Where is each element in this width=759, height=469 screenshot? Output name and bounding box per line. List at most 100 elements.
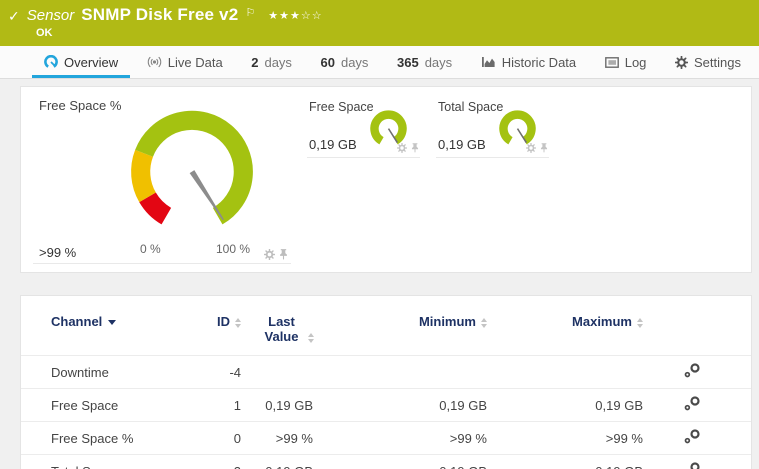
tile-pin-icon[interactable] bbox=[540, 142, 548, 154]
sensor-status-banner: ✓ Sensor SNMP Disk Free v2 ⚐ ★★★☆☆ OK bbox=[0, 0, 759, 46]
tile-gear-icon[interactable] bbox=[264, 249, 275, 260]
channel-minimum: 0,19 GB bbox=[319, 388, 487, 422]
tile-pin-icon[interactable] bbox=[279, 248, 288, 261]
channel-settings-icon[interactable] bbox=[684, 429, 701, 444]
total-space-tile: Total Space 0,19 GB bbox=[436, 98, 549, 158]
tab-60-days[interactable]: 60 days bbox=[315, 46, 375, 78]
channel-maximum: 0,19 GB bbox=[487, 454, 643, 469]
column-minimum[interactable]: Minimum bbox=[319, 300, 487, 356]
column-minimum-label: Minimum bbox=[418, 314, 476, 329]
table-row: Total Space 2 0,19 GB 0,19 GB 0,19 GB bbox=[21, 454, 751, 469]
channels-table: Channel ID Last Value Minimum Maximum bbox=[21, 300, 751, 469]
tile-gear-icon[interactable] bbox=[526, 143, 536, 153]
tab-live-data-label: Live Data bbox=[167, 54, 223, 70]
column-last-value-label: Last Value bbox=[264, 314, 299, 344]
channel-name: Downtime bbox=[21, 355, 181, 389]
column-settings bbox=[643, 300, 751, 356]
tab-60-days-number: 60 bbox=[320, 54, 335, 70]
free-space-value: 0,19 GB bbox=[309, 137, 357, 152]
channel-minimum bbox=[319, 355, 487, 389]
primary-gauge-tile: Free Space % 0 % 100 % >99 % bbox=[33, 95, 291, 264]
channel-minimum: 0,19 GB bbox=[319, 454, 487, 469]
channel-last-value: 0,19 GB bbox=[241, 454, 319, 469]
status-check-icon: ✓ bbox=[8, 8, 20, 24]
primary-gauge-value: >99 % bbox=[39, 245, 77, 260]
gauges-panel: Free Space % 0 % 100 % >99 % Free Spac bbox=[20, 86, 752, 273]
channels-panel: Channel ID Last Value Minimum Maximum bbox=[20, 295, 752, 469]
tab-60-days-label: days bbox=[340, 54, 369, 70]
tab-log-label: Log bbox=[624, 54, 647, 70]
column-last-value[interactable]: Last Value bbox=[241, 300, 319, 356]
gear-icon bbox=[674, 55, 688, 69]
column-id[interactable]: ID bbox=[181, 300, 241, 356]
sort-desc-icon bbox=[108, 320, 117, 326]
free-space-gauge bbox=[370, 110, 407, 145]
column-maximum-label: Maximum bbox=[572, 314, 632, 329]
gauge-icon bbox=[44, 55, 58, 69]
channel-maximum bbox=[487, 355, 643, 389]
table-header-row: Channel ID Last Value Minimum Maximum bbox=[21, 300, 751, 356]
channel-settings-icon[interactable] bbox=[684, 363, 701, 378]
channel-id: -4 bbox=[181, 355, 241, 389]
status-badge: OK bbox=[36, 27, 53, 39]
channel-last-value: >99 % bbox=[241, 421, 319, 455]
tab-historic-data[interactable]: Historic Data bbox=[475, 46, 582, 78]
tab-2-days[interactable]: 2 days bbox=[245, 46, 298, 78]
channel-id: 1 bbox=[181, 388, 241, 422]
tile-gear-icon[interactable] bbox=[397, 143, 407, 153]
tab-overview[interactable]: Overview bbox=[31, 46, 131, 78]
sort-icon bbox=[307, 332, 314, 343]
table-row: Free Space % 0 >99 % >99 % >99 % bbox=[21, 421, 751, 455]
live-data-icon bbox=[147, 56, 162, 68]
page-title: SNMP Disk Free v2 bbox=[81, 5, 239, 24]
tab-2-days-number: 2 bbox=[251, 54, 259, 70]
channel-minimum: >99 % bbox=[319, 421, 487, 455]
table-row: Free Space 1 0,19 GB 0,19 GB 0,19 GB bbox=[21, 388, 751, 422]
channel-settings-icon[interactable] bbox=[684, 396, 701, 411]
sort-icon bbox=[235, 317, 241, 328]
sort-icon bbox=[637, 317, 643, 328]
primary-gauge-title: Free Space % bbox=[39, 98, 122, 113]
channel-id: 0 bbox=[181, 421, 241, 455]
channel-last-value bbox=[241, 355, 319, 389]
free-space-tile: Free Space 0,19 GB bbox=[307, 98, 420, 158]
tab-overview-label: Overview bbox=[64, 54, 119, 70]
free-space-title: Free Space bbox=[309, 100, 374, 114]
column-channel[interactable]: Channel bbox=[21, 300, 181, 356]
flag-icon[interactable]: ⚐ bbox=[245, 7, 256, 19]
tab-historic-data-label: Historic Data bbox=[501, 54, 577, 70]
tab-settings[interactable]: Settings bbox=[669, 46, 747, 78]
free-space-percent-gauge bbox=[131, 110, 253, 225]
total-space-title: Total Space bbox=[438, 100, 504, 114]
column-id-label: ID bbox=[217, 314, 230, 329]
channel-name: Total Space bbox=[21, 454, 181, 469]
gauge-scale-max: 100 % bbox=[216, 242, 251, 256]
overview-content: Free Space % 0 % 100 % >99 % Free Spac bbox=[0, 79, 759, 469]
column-channel-label: Channel bbox=[51, 314, 103, 329]
tab-bar: Overview Live Data 2 days 60 days 365 da… bbox=[0, 46, 759, 79]
column-maximum[interactable]: Maximum bbox=[487, 300, 643, 356]
tab-2-days-label: days bbox=[264, 54, 292, 70]
total-space-value: 0,19 GB bbox=[438, 137, 486, 152]
log-icon bbox=[604, 56, 619, 68]
channel-last-value: 0,19 GB bbox=[241, 388, 319, 422]
gauge-scale-min: 0 % bbox=[140, 242, 161, 256]
channel-name: Free Space bbox=[21, 388, 181, 422]
total-space-gauge bbox=[499, 110, 536, 145]
table-row: Downtime -4 bbox=[21, 355, 751, 389]
sort-icon bbox=[481, 317, 487, 328]
priority-stars[interactable]: ★★★☆☆ bbox=[268, 10, 323, 22]
tile-pin-icon[interactable] bbox=[411, 142, 419, 154]
tab-365-days[interactable]: 365 days bbox=[391, 46, 458, 78]
tab-live-data[interactable]: Live Data bbox=[141, 46, 229, 78]
channel-id: 2 bbox=[181, 454, 241, 469]
tab-log[interactable]: Log bbox=[599, 46, 653, 78]
historic-chart-icon bbox=[481, 56, 496, 68]
object-type-label: Sensor bbox=[26, 7, 75, 24]
channel-settings-icon[interactable] bbox=[684, 462, 701, 469]
tab-settings-label: Settings bbox=[693, 54, 741, 70]
channel-name: Free Space % bbox=[21, 421, 181, 455]
channel-maximum: 0,19 GB bbox=[487, 388, 643, 422]
tab-365-days-label: days bbox=[424, 54, 453, 70]
channel-maximum: >99 % bbox=[487, 421, 643, 455]
